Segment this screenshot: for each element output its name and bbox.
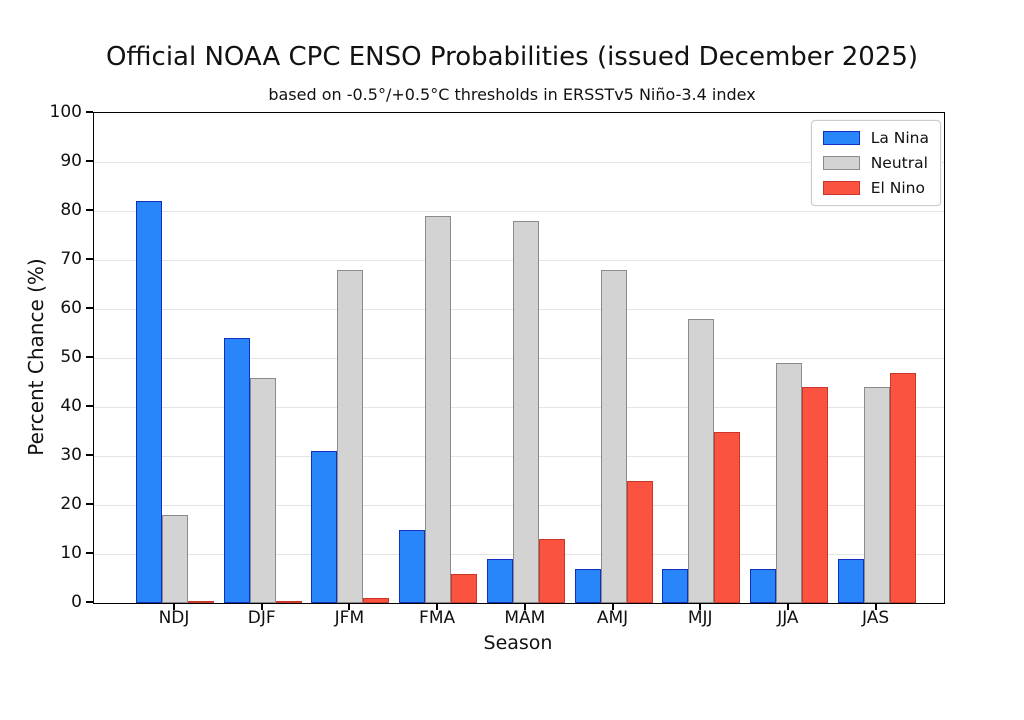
bar-el-nino-fma [451, 573, 478, 603]
bar-neutral-ndj [162, 514, 188, 603]
x-tick-label-amj: AMJ [596, 608, 629, 628]
y-tick-mark [86, 160, 93, 162]
x-tick-label-ndj: NDJ [158, 608, 190, 628]
y-tick-mark [86, 356, 93, 358]
bar-la-nina-jja [749, 568, 776, 603]
y-tick-mark [86, 601, 93, 603]
y-tick-label-80: 80 [60, 200, 82, 220]
y-tick-label-100: 100 [49, 102, 82, 122]
chart-title: Official NOAA CPC ENSO Probabilities (is… [105, 42, 919, 72]
y-tick-label-10: 10 [60, 543, 82, 563]
y-tick-mark [86, 258, 93, 260]
bar-el-nino-djf [275, 601, 302, 603]
bar-la-nina-amj [574, 568, 601, 603]
y-tick-mark [86, 307, 93, 309]
x-axis-label: Season [483, 632, 553, 654]
x-tick-mark [260, 603, 263, 610]
bar-neutral-fma [425, 215, 452, 603]
y-tick-label-30: 30 [60, 445, 82, 465]
bar-el-nino-amj [626, 480, 653, 603]
y-tick-mark [86, 552, 93, 554]
x-tick-mark [523, 603, 526, 610]
el-nino-legend-label: El Nino [870, 179, 925, 197]
bar-la-nina-mjj [662, 568, 689, 603]
y-tick-label-40: 40 [60, 396, 82, 416]
legend-item-el-nino: El Nino [822, 179, 929, 197]
plot-area: La Nina Neutral El Nino [93, 112, 945, 604]
x-tick-mark [874, 603, 877, 610]
y-tick-mark [86, 503, 93, 505]
bar-el-nino-jja [801, 387, 828, 603]
bar-la-nina-djf [223, 338, 250, 603]
y-tick-mark [86, 405, 93, 407]
x-tick-label-jfm: JFM [334, 608, 365, 628]
y-tick-label-90: 90 [60, 151, 82, 171]
bar-la-nina-jas [837, 558, 864, 603]
x-tick-mark [611, 603, 614, 610]
la-nina-legend-label: La Nina [870, 129, 929, 147]
bar-neutral-mam [512, 220, 539, 603]
x-tick-label-jja: JJA [777, 608, 799, 628]
la-nina-legend-swatch [822, 131, 860, 145]
x-tick-mark [786, 603, 789, 610]
gridline-90 [94, 161, 944, 163]
el-nino-legend-swatch [822, 181, 860, 195]
x-tick-mark [348, 603, 351, 610]
x-tick-mark [436, 603, 439, 610]
bar-el-nino-ndj [188, 601, 214, 603]
y-tick-label-20: 20 [60, 494, 82, 514]
bar-neutral-jja [775, 362, 802, 603]
x-tick-label-fma: FMA [419, 608, 456, 628]
x-tick-mark [699, 603, 702, 610]
bar-neutral-amj [600, 269, 627, 603]
chart-subtitle: based on -0.5°/+0.5°C thresholds in ERSS… [268, 85, 756, 104]
y-tick-mark [86, 209, 93, 211]
legend-item-la-nina: La Nina [822, 129, 929, 147]
x-tick-label-jas: JAS [862, 608, 890, 628]
bar-el-nino-jas [889, 372, 916, 603]
bar-el-nino-jfm [363, 598, 390, 603]
bar-neutral-djf [249, 377, 276, 603]
bar-la-nina-jfm [311, 451, 338, 603]
bar-el-nino-mam [538, 539, 565, 603]
gridline-80 [94, 210, 944, 212]
y-tick-label-0: 0 [71, 592, 82, 612]
y-tick-label-50: 50 [60, 347, 82, 367]
bar-la-nina-mam [486, 558, 513, 603]
bar-neutral-jfm [337, 269, 364, 603]
x-tick-label-mjj: MJJ [687, 608, 713, 628]
legend: La Nina Neutral El Nino [810, 120, 941, 206]
x-tick-label-djf: DJF [247, 608, 276, 628]
legend-item-neutral: Neutral [822, 154, 929, 172]
bar-el-nino-mjj [714, 431, 741, 603]
y-tick-label-70: 70 [60, 249, 82, 269]
x-tick-mark [173, 603, 175, 610]
bar-neutral-jas [863, 387, 890, 603]
y-tick-mark [86, 111, 93, 113]
y-tick-mark [86, 454, 93, 456]
neutral-legend-swatch [822, 156, 860, 170]
x-tick-label-mam: MAM [504, 608, 546, 628]
y-tick-label-60: 60 [60, 298, 82, 318]
neutral-legend-label: Neutral [870, 154, 928, 172]
bar-la-nina-fma [399, 529, 426, 603]
bar-la-nina-ndj [136, 201, 162, 603]
bar-neutral-mjj [688, 318, 715, 603]
